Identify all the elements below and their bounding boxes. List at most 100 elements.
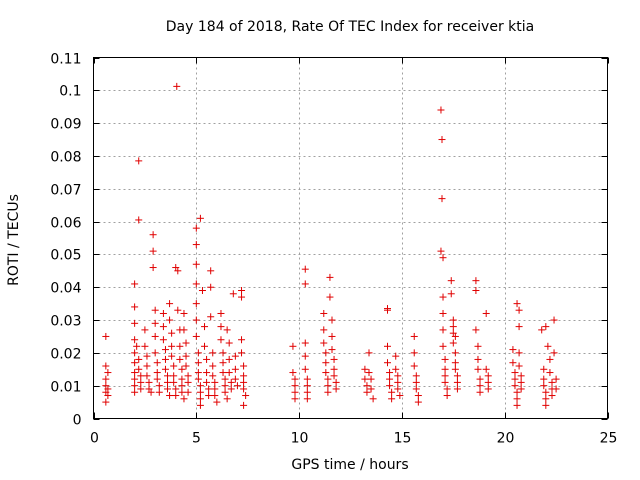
data-point: [194, 369, 202, 377]
data-point: [322, 349, 330, 357]
data-point: [131, 375, 139, 383]
y-tick-label: 0: [73, 413, 82, 429]
data-point: [217, 309, 225, 317]
data-point: [174, 306, 182, 314]
data-point: [164, 372, 172, 380]
data-point: [439, 342, 447, 350]
data-point: [542, 395, 550, 403]
data-point: [240, 362, 248, 370]
data-point: [301, 265, 309, 273]
data-point: [303, 388, 311, 396]
data-point: [153, 359, 161, 367]
data-point: [540, 382, 548, 390]
data-point: [166, 316, 174, 324]
data-point: [330, 365, 338, 373]
data-point: [388, 388, 396, 396]
data-point: [291, 388, 299, 396]
data-point: [184, 372, 192, 380]
data-point: [192, 332, 200, 340]
data-point: [449, 323, 457, 331]
y-tick-label: 0.07: [50, 183, 81, 199]
data-point: [540, 365, 548, 373]
y-tick-label: 0.1: [59, 84, 81, 100]
data-point: [203, 355, 211, 363]
data-point: [151, 306, 159, 314]
data-point: [161, 355, 169, 363]
data-point: [178, 388, 186, 396]
data-point: [552, 385, 560, 393]
data-point: [484, 378, 492, 386]
data-point: [135, 157, 143, 165]
data-point: [164, 385, 172, 393]
data-point: [542, 401, 550, 409]
data-point: [394, 385, 402, 393]
data-point: [392, 352, 400, 360]
data-point: [131, 388, 139, 396]
data-point: [178, 365, 186, 373]
data-point: [170, 362, 178, 370]
data-point: [180, 326, 188, 334]
data-point: [324, 388, 332, 396]
data-point: [515, 323, 523, 331]
data-point: [363, 382, 371, 390]
data-point: [231, 352, 239, 360]
x-tick-label: 20: [497, 431, 515, 447]
data-point: [231, 375, 239, 383]
data-point: [184, 388, 192, 396]
data-point: [194, 375, 202, 383]
x-axis-ticks: 0 5 10 15 20 25: [90, 57, 617, 447]
data-point: [439, 293, 447, 301]
data-point: [367, 375, 375, 383]
data-point: [168, 352, 176, 360]
data-point: [538, 326, 546, 334]
data-point: [102, 375, 110, 383]
data-point: [131, 336, 139, 344]
data-point: [159, 336, 167, 344]
data-point: [211, 378, 219, 386]
data-point: [443, 392, 451, 400]
data-point: [135, 365, 143, 373]
data-point: [231, 365, 239, 373]
data-point: [196, 395, 204, 403]
data-point: [178, 382, 186, 390]
data-point: [513, 388, 521, 396]
data-point: [449, 316, 457, 324]
data-point: [542, 323, 550, 331]
data-point: [332, 385, 340, 393]
data-point: [542, 388, 550, 396]
data-point: [166, 392, 174, 400]
data-point: [213, 398, 221, 406]
data-point: [322, 369, 330, 377]
data-point: [192, 241, 200, 249]
data-point: [131, 303, 139, 311]
data-point: [172, 385, 180, 393]
data-point: [104, 369, 112, 377]
data-point: [102, 332, 110, 340]
data-point: [511, 369, 519, 377]
data-point: [472, 277, 480, 285]
data-point: [388, 395, 396, 403]
data-point: [410, 332, 418, 340]
data-point: [515, 306, 523, 314]
data-point: [324, 382, 332, 390]
data-point: [143, 372, 151, 380]
data-point: [104, 392, 112, 400]
data-point: [482, 309, 490, 317]
data-point: [151, 319, 159, 327]
data-point: [141, 342, 149, 350]
data-point: [192, 280, 200, 288]
data-point: [207, 313, 215, 321]
data-point: [238, 349, 246, 357]
data-point: [182, 362, 190, 370]
data-point: [227, 378, 235, 386]
data-point: [172, 392, 180, 400]
data-point: [412, 378, 420, 386]
data-point: [515, 362, 523, 370]
data-point: [476, 382, 484, 390]
data-point: [149, 264, 157, 272]
data-point: [476, 388, 484, 396]
data-point: [223, 326, 231, 334]
data-point: [180, 309, 188, 317]
data-point: [326, 273, 334, 281]
data-point: [198, 287, 206, 295]
